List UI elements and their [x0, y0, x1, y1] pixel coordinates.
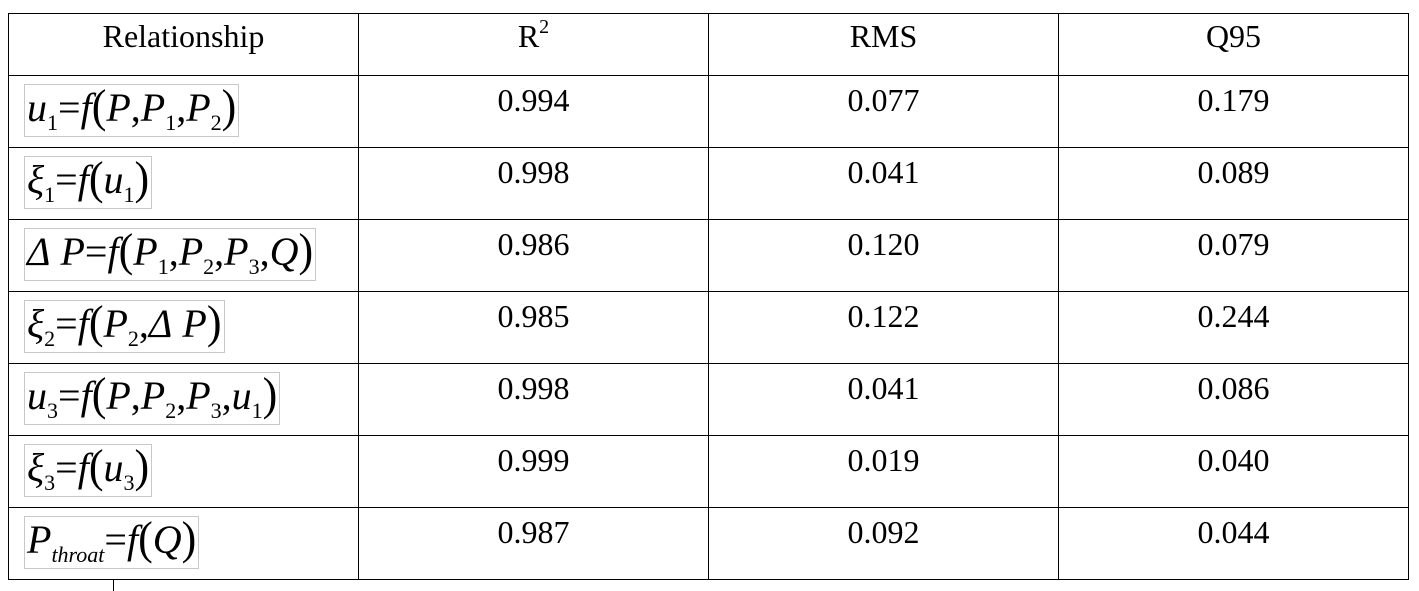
rms-cell: 0.041: [708, 363, 1059, 436]
header-rms: RMS: [708, 13, 1059, 76]
header-r-squared: R2: [358, 13, 709, 76]
formula-xi1: ξ1=f(u1): [24, 155, 153, 209]
formula-xi2: ξ2=f(P2,Δ P): [24, 299, 225, 353]
header-q95: Q95: [1058, 13, 1409, 76]
table-row: ξ3=f(u3) 0.999 0.019 0.040: [8, 435, 1409, 508]
relationship-cell: Pthroat=f(Q): [8, 507, 359, 580]
table-row: ξ1=f(u1) 0.998 0.041 0.089: [8, 147, 1409, 220]
q95-cell: 0.179: [1058, 75, 1409, 148]
r2-cell: 0.986: [358, 219, 709, 292]
q95-cell: 0.044: [1058, 507, 1409, 580]
table-row: u3=f(P,P2,P3,u1) 0.998 0.041 0.086: [8, 363, 1409, 436]
rms-cell: 0.041: [708, 147, 1059, 220]
table-row: Δ P=f(P1,P2,P3,Q) 0.986 0.120 0.079: [8, 219, 1409, 292]
text-cursor-mark: [113, 579, 114, 591]
rms-cell: 0.122: [708, 291, 1059, 364]
relationship-cell: ξ1=f(u1): [8, 147, 359, 220]
rms-cell: 0.077: [708, 75, 1059, 148]
r2-cell: 0.987: [358, 507, 709, 580]
table-row: ξ2=f(P2,Δ P) 0.985 0.122 0.244: [8, 291, 1409, 364]
header-relationship: Relationship: [8, 13, 359, 76]
q95-cell: 0.244: [1058, 291, 1409, 364]
header-r: R: [517, 18, 540, 54]
rms-cell: 0.092: [708, 507, 1059, 580]
q95-cell: 0.086: [1058, 363, 1409, 436]
rms-cell: 0.120: [708, 219, 1059, 292]
relationship-cell: u1=f(P,P1,P2): [8, 75, 359, 148]
formula-delta-p: Δ P=f(P1,P2,P3,Q): [24, 227, 317, 281]
rms-cell: 0.019: [708, 435, 1059, 508]
formula-u1: u1=f(P,P1,P2): [24, 83, 240, 137]
table-row: u1=f(P,P1,P2) 0.994 0.077 0.179: [8, 75, 1409, 148]
q95-cell: 0.089: [1058, 147, 1409, 220]
r2-cell: 0.999: [358, 435, 709, 508]
formula-xi3: ξ3=f(u3): [24, 443, 153, 497]
q95-cell: 0.079: [1058, 219, 1409, 292]
header-row: Relationship R2 RMS Q95: [8, 13, 1409, 76]
relationship-cell: ξ2=f(P2,Δ P): [8, 291, 359, 364]
q95-cell: 0.040: [1058, 435, 1409, 508]
r2-cell: 0.994: [358, 75, 709, 148]
results-table: Relationship R2 RMS Q95 u1=f(P,P1,P2) 0.…: [8, 13, 1409, 580]
r2-cell: 0.985: [358, 291, 709, 364]
formula-p-throat: Pthroat=f(Q): [24, 515, 200, 569]
formula-u3: u3=f(P,P2,P3,u1): [24, 371, 281, 425]
table-row: Pthroat=f(Q) 0.987 0.092 0.044: [8, 507, 1409, 580]
r2-cell: 0.998: [358, 147, 709, 220]
relationship-cell: u3=f(P,P2,P3,u1): [8, 363, 359, 436]
relationship-cell: ξ3=f(u3): [8, 435, 359, 508]
relationship-cell: Δ P=f(P1,P2,P3,Q): [8, 219, 359, 292]
r2-cell: 0.998: [358, 363, 709, 436]
header-r-superscript: 2: [539, 16, 550, 38]
